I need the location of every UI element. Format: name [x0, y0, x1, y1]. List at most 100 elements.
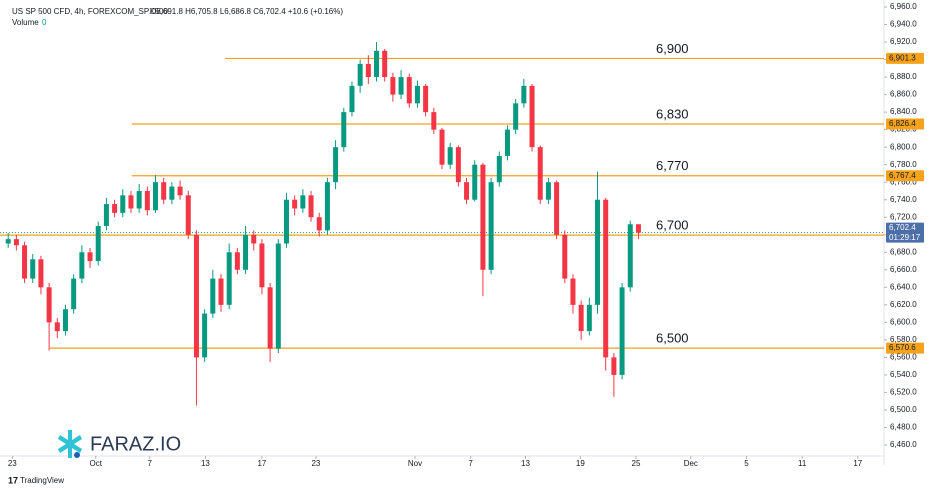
candle-body [455, 147, 461, 183]
candle-body [357, 63, 363, 86]
candle-body [87, 252, 93, 262]
candle-body [635, 224, 641, 233]
x-tick-label: 17 [853, 459, 862, 468]
candle-body [349, 85, 355, 113]
countdown-label: 01:29:17 [889, 233, 921, 242]
candle-body [103, 204, 109, 226]
candle-body [153, 182, 159, 211]
candle-body [177, 186, 183, 196]
candle-body [406, 77, 412, 104]
footer-logo: 17 [8, 475, 18, 485]
candle-body [603, 199, 609, 358]
y-tick-label: 6,500.0 [890, 405, 917, 414]
plot-area [0, 42, 884, 406]
candle-body [259, 243, 265, 288]
candle-body [283, 199, 289, 244]
symbol-title: US SP 500 CFD, 4h, FOREXCOM_SPX500 [12, 7, 168, 16]
x-tick-label: 7 [148, 459, 153, 468]
level-annotation: 6,500 [656, 331, 689, 346]
candle-body [414, 85, 420, 104]
candle-body [570, 278, 576, 305]
candle-body [496, 155, 502, 183]
y-tick-label: 6,640.0 [890, 282, 917, 291]
x-tick-label: 19 [576, 459, 585, 468]
candle-body [54, 322, 60, 332]
y-tick-label: 6,940.0 [890, 20, 917, 29]
candle-body [292, 199, 298, 209]
level-price-tag [886, 118, 924, 130]
candle-body [390, 77, 396, 95]
y-tick-label: 6,540.0 [890, 370, 917, 379]
volume-value: 0 [42, 18, 47, 27]
candle-body [169, 186, 175, 200]
candle-body [480, 164, 486, 270]
x-tick-label: 23 [8, 459, 17, 468]
y-tick-label: 6,780.0 [890, 160, 917, 169]
current-price-label: 6,702.4 [889, 223, 916, 232]
candle-body [504, 129, 510, 156]
y-tick-label: 6,720.0 [890, 212, 917, 221]
level-price-label: 6,901.3 [889, 54, 916, 63]
x-tick-label: Dec [684, 459, 698, 468]
x-tick-label: 5 [744, 459, 749, 468]
candle-body [374, 50, 380, 78]
candle-body [275, 243, 281, 349]
candle-body [464, 182, 470, 200]
candle-body [22, 245, 28, 279]
candle-body [595, 199, 601, 305]
candle-body [30, 259, 36, 279]
candle-body [333, 147, 339, 183]
brand-logo [58, 430, 82, 458]
candle-body [300, 195, 306, 209]
candle-body [120, 195, 126, 213]
candle-body [46, 287, 52, 323]
level-price-tag [886, 52, 924, 64]
y-tick-label: 6,760.0 [890, 177, 917, 186]
candle-body [554, 182, 560, 235]
level-annotation: 6,900 [656, 41, 689, 56]
level-annotation: 6,700 [656, 218, 689, 233]
candle-body [586, 304, 592, 332]
candle-body [398, 77, 404, 95]
candle-body [79, 252, 85, 279]
y-tick-label: 6,580.0 [890, 335, 917, 344]
candle-body [447, 147, 453, 165]
candle-body [13, 239, 19, 246]
y-tick-label: 6,800.0 [890, 142, 917, 151]
candle-body [439, 129, 445, 165]
candle-body [193, 234, 199, 358]
candle-body [341, 112, 347, 148]
x-tick-label: 17 [257, 459, 266, 468]
candle-body [537, 147, 543, 200]
y-tick-label: 6,600.0 [890, 317, 917, 326]
candle-body [95, 226, 101, 262]
candle-body [136, 190, 142, 209]
x-tick-label: 7 [468, 459, 473, 468]
level-price-tag [886, 170, 924, 182]
candle-body [71, 278, 77, 310]
candle-body [128, 195, 134, 209]
candle-body [144, 190, 150, 211]
y-tick-label: 6,860.0 [890, 90, 917, 99]
y-tick-label: 6,680.0 [890, 247, 917, 256]
y-tick-label: 6,740.0 [890, 195, 917, 204]
candle-body [226, 252, 232, 305]
x-tick-label: 11 [798, 459, 807, 468]
y-tick-label: 6,620.0 [890, 300, 917, 309]
candle-body [243, 234, 249, 270]
ohlc-header: O6,691.8 H6,705.8 L6,686.8 C6,702.4 +10.… [150, 7, 343, 16]
y-tick-label: 6,480.0 [890, 423, 917, 432]
y-tick-label: 6,660.0 [890, 265, 917, 274]
candle-body [5, 239, 11, 244]
y-tick-label: 6,840.0 [890, 107, 917, 116]
candle-body [513, 103, 519, 130]
volume-label: Volume [12, 18, 39, 27]
x-tick-label: 25 [632, 459, 641, 468]
candle-body [545, 182, 551, 200]
candle-body [202, 313, 208, 358]
y-tick-label: 6,520.0 [890, 388, 917, 397]
candle-body [627, 224, 633, 288]
candle-body [112, 204, 118, 213]
